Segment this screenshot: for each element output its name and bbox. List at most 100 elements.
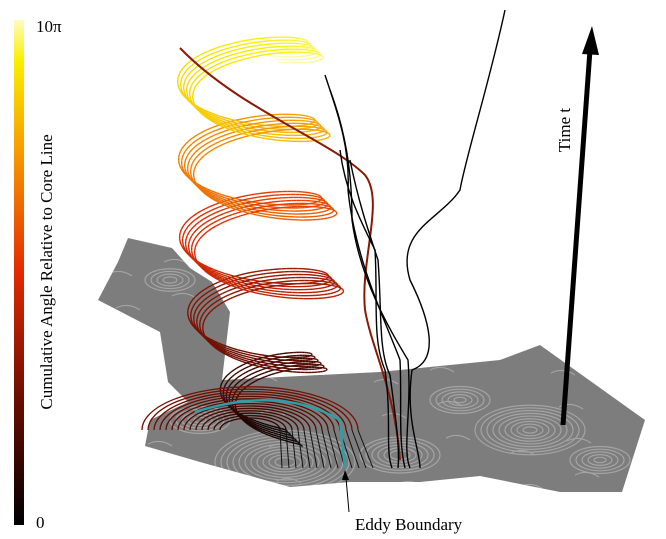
helix-segment [245,379,249,383]
helix-segment [238,278,245,282]
helix-segment [268,360,274,363]
helix-segment [260,376,265,380]
helix-segment [316,122,319,125]
helix-segment [223,120,230,124]
helix-segment [215,209,222,214]
helix-segment [209,297,215,302]
helix-segment [217,348,223,352]
helix-segment [328,205,332,208]
helix-segment [186,145,190,150]
helix-segment [323,275,327,278]
helix-segment [276,139,283,142]
helix-segment [204,308,208,312]
helix-segment [179,232,181,236]
helix-segment [326,276,330,279]
helix-segment [251,371,256,375]
helix-segment [193,71,198,76]
helix-segment [273,425,277,428]
helix-segment [199,130,205,135]
helix-segment [243,135,250,138]
helix-segment [271,354,276,357]
helix-segment [226,288,233,293]
helix-segment [251,423,255,427]
helix-segment [228,371,232,375]
helix-segment [187,60,192,64]
helix-segment [248,364,253,368]
helix-segment [331,207,334,210]
helix-segment [248,52,254,56]
helix-segment [279,352,284,355]
helix-segment [325,201,328,204]
streak [437,400,463,407]
helix-segment [245,419,249,422]
helix-segment [181,90,184,94]
helix-segment [206,112,212,116]
helix-segment [290,441,294,444]
helix-segment [194,293,199,298]
helix-segment [221,193,227,197]
helix-segment [185,226,189,231]
helix-segment [267,53,273,56]
helix-segment [277,360,282,363]
helix-segment [251,425,255,428]
helix-segment [214,122,220,126]
helix-segment [335,290,339,293]
helix-segment [258,421,262,424]
helix-segment [187,171,190,175]
helix-segment [190,99,193,103]
helix-segment [219,287,225,292]
helix-segment [251,277,258,281]
helix-segment [192,218,197,222]
helix-segment [182,92,186,97]
colorbar-title: Cumulative Angle Relative to Core Line [37,134,56,409]
helix-segment [209,195,215,200]
helix-segment [251,426,256,430]
helix-segment [269,281,276,285]
helix-segment [236,40,242,44]
helix-segment [232,129,239,133]
helix-segment [224,136,231,140]
helix-segment [319,196,323,199]
helix-segment [277,203,284,206]
helix-segment [265,433,269,436]
helix-segment [224,353,230,357]
helix-segment [316,53,320,56]
helix-segment [235,128,241,132]
helix-segment [195,82,199,87]
helix-segment [267,426,271,429]
helix-segment [204,188,210,193]
helix-segment [191,74,195,78]
helix-segment [188,301,192,306]
helix-segment [236,47,243,51]
helix-segment [225,205,232,209]
helix-segment [226,119,232,123]
helix-segment [322,280,327,283]
streak [284,261,310,268]
helix-segment [208,339,214,343]
helix-segment [232,379,236,383]
helix-segment [184,148,188,153]
helix-segment [234,133,241,137]
helix-segment [215,197,221,201]
helix-segment [194,255,197,260]
helix-segment [201,138,206,143]
helix-segment [237,359,244,363]
streak [397,480,423,487]
helix-segment [226,380,229,384]
helix-segment [258,44,264,47]
helix-segment [183,70,187,75]
helix-segment [211,211,217,216]
helix-segment [273,136,280,139]
helix-segment [314,120,317,123]
helix-segment [251,196,258,200]
helix-segment [306,41,310,44]
helix-segment [186,82,190,86]
helix-segment [220,44,226,48]
helix-segment [241,281,248,285]
helix-segment [271,425,275,428]
helix-segment [241,210,248,214]
helix-segment [224,196,230,200]
helix-segment [210,274,216,279]
helix-segment [263,201,270,205]
helix-segment [208,208,214,213]
